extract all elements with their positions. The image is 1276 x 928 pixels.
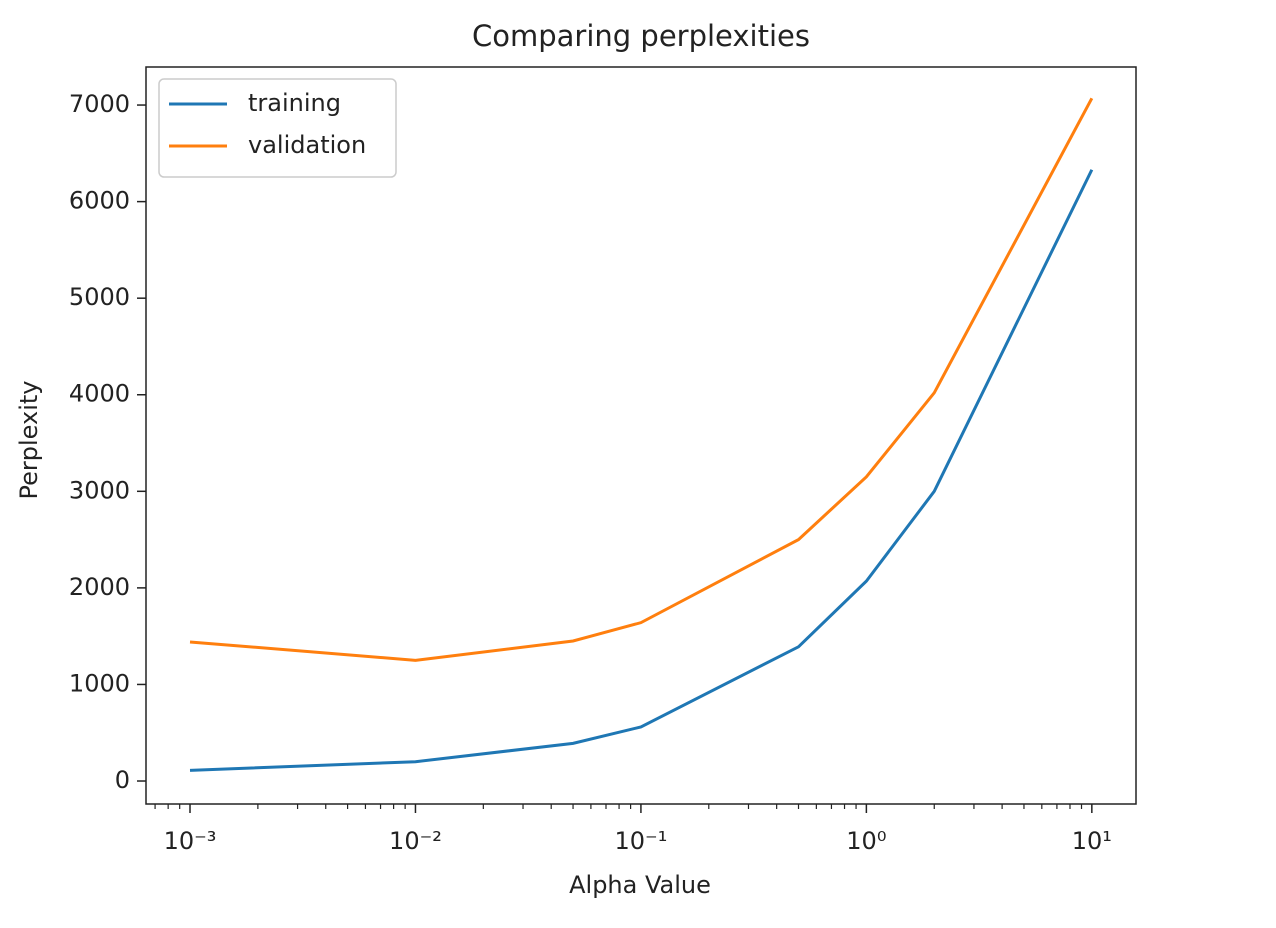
y-tick-label: 0 bbox=[115, 766, 130, 794]
y-tick-label: 4000 bbox=[69, 380, 130, 408]
legend-label: training bbox=[248, 89, 341, 117]
y-axis-label: Perplexity bbox=[15, 381, 43, 500]
x-tick-label: 10⁻¹ bbox=[615, 827, 668, 855]
chart-title: Comparing perplexities bbox=[472, 19, 810, 53]
series-line bbox=[189, 169, 1094, 772]
y-tick-label: 3000 bbox=[69, 476, 130, 504]
x-tick-label: 10⁻² bbox=[389, 827, 442, 855]
plot-frame bbox=[145, 66, 1137, 805]
series-line bbox=[189, 97, 1094, 662]
x-tick-label: 10⁻³ bbox=[164, 827, 217, 855]
x-axis-label: Alpha Value bbox=[569, 871, 711, 899]
y-tick-label: 5000 bbox=[69, 283, 130, 311]
y-tick-label: 7000 bbox=[69, 90, 130, 118]
y-tick-label: 1000 bbox=[69, 669, 130, 697]
x-tick-label: 10⁰ bbox=[846, 827, 886, 855]
x-tick-label: 10¹ bbox=[1072, 827, 1112, 855]
y-tick-label: 6000 bbox=[69, 187, 130, 215]
y-tick-label: 2000 bbox=[69, 573, 130, 601]
legend-label: validation bbox=[248, 131, 366, 159]
